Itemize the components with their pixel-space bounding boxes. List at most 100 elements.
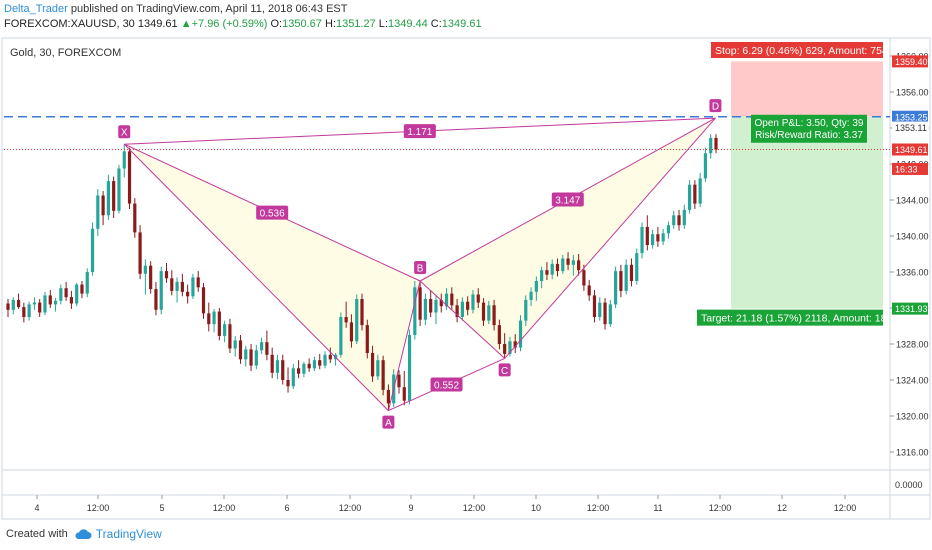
candle xyxy=(434,295,438,325)
candle-body xyxy=(492,305,496,326)
cloud-icon xyxy=(75,529,92,539)
candle xyxy=(682,204,686,229)
candle xyxy=(217,308,221,341)
stop-label-bg xyxy=(711,42,883,58)
candle-body xyxy=(207,313,211,325)
candle-body xyxy=(355,299,359,342)
stop-price-tag-bg xyxy=(892,55,928,68)
candle-body xyxy=(661,233,665,242)
pattern-point-badge xyxy=(709,99,722,113)
x-tick-label: 10 xyxy=(531,503,541,513)
pattern-point-badge xyxy=(414,261,427,274)
change-value: +7.96 (+0.59%) xyxy=(191,18,268,30)
candle xyxy=(487,300,491,325)
stop-price-tag: 1359.40 xyxy=(895,57,928,67)
high-value: 1351.27 xyxy=(335,18,376,30)
candle-body xyxy=(381,360,385,390)
candle xyxy=(333,353,338,366)
x-tick-label: 12 xyxy=(777,503,787,513)
candle xyxy=(85,268,89,298)
candle xyxy=(233,335,237,357)
candle-body xyxy=(534,281,538,292)
candle-body xyxy=(106,181,110,216)
candle-body xyxy=(402,387,406,401)
x-tick-label: 12:00 xyxy=(463,503,486,513)
candle xyxy=(164,263,169,283)
countdown-tag: 16:33 xyxy=(895,164,918,174)
candle xyxy=(96,189,100,236)
candle xyxy=(429,290,433,317)
pattern-point-label: A xyxy=(385,418,392,429)
candle-body xyxy=(429,299,433,313)
close-label: C: xyxy=(430,18,442,30)
candle-body xyxy=(48,295,52,305)
y-tick-label: 1324.00 xyxy=(896,376,929,386)
candle xyxy=(603,298,607,330)
candle xyxy=(291,363,295,389)
candle-body xyxy=(656,234,660,242)
candle-body xyxy=(127,151,132,204)
candle xyxy=(275,354,280,380)
candle-body xyxy=(376,360,380,377)
published-text: published on TradingView.com, April 11, … xyxy=(70,3,348,15)
candle xyxy=(587,280,591,301)
candle-body xyxy=(513,341,517,348)
ratio-bd-label: 3.147 xyxy=(555,196,580,207)
candle-body xyxy=(386,389,391,404)
tradingview-logo[interactable]: TradingView xyxy=(74,527,162,541)
candle-body xyxy=(487,305,491,321)
ratio-xb: 0.536 xyxy=(256,205,289,220)
candle-body xyxy=(423,299,428,320)
candle-body xyxy=(191,277,195,297)
candle xyxy=(22,302,26,323)
candle-body xyxy=(577,260,581,271)
candle xyxy=(481,298,486,326)
candle xyxy=(11,297,15,315)
candle xyxy=(714,134,718,154)
candle xyxy=(238,335,243,364)
low-value: 1349.44 xyxy=(387,18,428,30)
candle xyxy=(27,301,31,321)
publisher-link[interactable]: Delta_Trader xyxy=(4,3,68,15)
candle xyxy=(349,314,354,348)
candle-body xyxy=(154,289,158,310)
candle-body xyxy=(666,225,671,234)
ratio-xb-label: 0.536 xyxy=(260,209,285,220)
candle-body xyxy=(460,301,464,317)
candle-body xyxy=(64,288,68,298)
candle xyxy=(133,198,137,238)
ratio-bd: 3.147 xyxy=(551,192,584,207)
candle-body xyxy=(286,380,290,387)
candle-body xyxy=(344,317,348,323)
candle-body xyxy=(529,291,533,300)
up-arrow-icon: ▲ xyxy=(180,18,192,30)
ratio-ac-label: 0.552 xyxy=(434,381,459,392)
stop-label: Stop: 6.29 (0.46%) 629, Amount: 754 xyxy=(715,45,888,57)
candle xyxy=(650,229,655,249)
y-tick-label: 1344.00 xyxy=(896,196,929,206)
candle xyxy=(661,228,665,245)
pattern-leg xyxy=(504,117,716,359)
candle-body xyxy=(217,311,221,336)
candle-body xyxy=(709,137,713,154)
candle-body xyxy=(370,353,375,377)
candle-body xyxy=(339,317,343,355)
candle xyxy=(566,252,570,271)
candle-body xyxy=(413,287,417,335)
symbol-name: FOREXCOM:XAUUSD, 30 xyxy=(4,18,135,30)
candle-body xyxy=(260,342,264,351)
candle xyxy=(370,345,375,382)
candle xyxy=(180,273,184,297)
candle xyxy=(196,271,200,292)
candle xyxy=(407,329,412,405)
candle xyxy=(281,354,285,385)
pattern-point-label: X xyxy=(121,128,128,139)
target-label: Target: 21.18 (1.57%) 2118, Amount: 18 xyxy=(701,313,887,325)
candle-body xyxy=(101,195,105,216)
candle xyxy=(201,282,206,319)
candle xyxy=(186,284,190,304)
close-value: 1349.61 xyxy=(441,18,482,30)
candle xyxy=(75,282,79,307)
candle xyxy=(550,259,554,280)
